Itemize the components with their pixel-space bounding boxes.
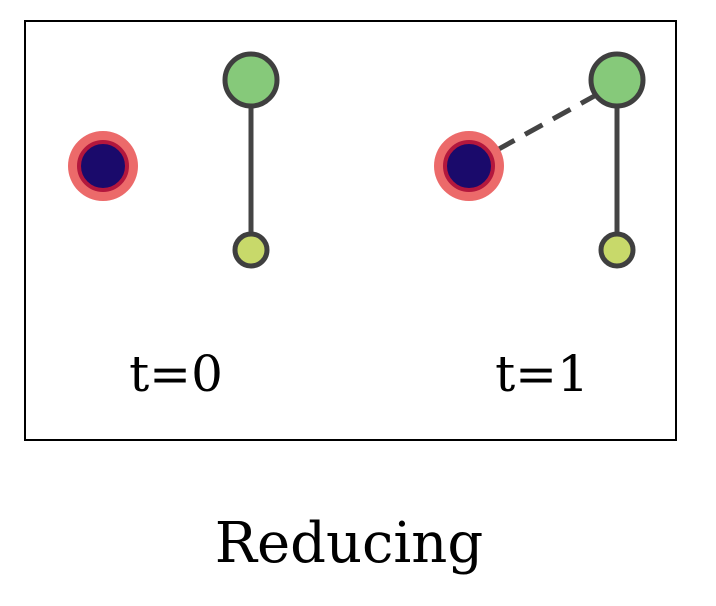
- green-node: [588, 51, 646, 109]
- diagram-frame: [24, 20, 677, 441]
- yellow-node: [598, 231, 636, 269]
- panel-t0: t=0: [68, 51, 280, 403]
- dark-node: [77, 140, 129, 192]
- dashed-edge: [495, 91, 600, 153]
- dark-node: [443, 140, 495, 192]
- panel-t1: t=1: [434, 51, 646, 403]
- time-label: t=1: [495, 345, 589, 403]
- diagram-caption: Reducing: [215, 511, 483, 576]
- green-node: [222, 51, 280, 109]
- yellow-node: [232, 231, 270, 269]
- time-label: t=0: [129, 345, 223, 403]
